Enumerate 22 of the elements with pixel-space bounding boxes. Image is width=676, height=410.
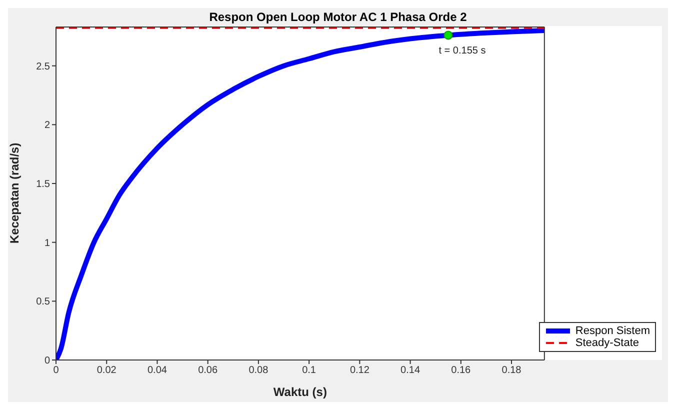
y-axis-title: Kecepatan (rad/s) xyxy=(7,142,22,244)
x-tick-label: 0 xyxy=(53,365,60,376)
y-tick-label: 2 xyxy=(44,120,50,132)
x-tick-label: 0.1 xyxy=(302,365,316,376)
legend-label: Respon Sistem xyxy=(575,325,650,337)
y-tick-label: 1 xyxy=(44,238,50,249)
x-tick-label: 0.02 xyxy=(96,365,117,376)
y-tick-label: 2.5 xyxy=(36,61,50,72)
chart-title: Respon Open Loop Motor AC 1 Phasa Orde 2 xyxy=(208,10,468,24)
x-tick-label: 0.18 xyxy=(502,365,522,376)
legend-label: Steady-State xyxy=(575,337,639,349)
y-tick-label: 0 xyxy=(44,356,50,367)
x-tick-label: 0.06 xyxy=(198,365,218,376)
x-axis-title: Waktu (s) xyxy=(273,385,327,399)
y-tick-label: 0.5 xyxy=(36,296,50,308)
x-tick-label: 0.16 xyxy=(451,365,472,376)
y-tick-label: 1.5 xyxy=(36,179,50,190)
x-tick-label: 0.14 xyxy=(400,365,420,376)
x-tick-label: 0.04 xyxy=(147,365,168,376)
annotation: t = 0.155 s xyxy=(438,45,486,56)
x-tick-label: 0.12 xyxy=(350,365,370,376)
x-tick-label: 0.08 xyxy=(248,365,269,376)
